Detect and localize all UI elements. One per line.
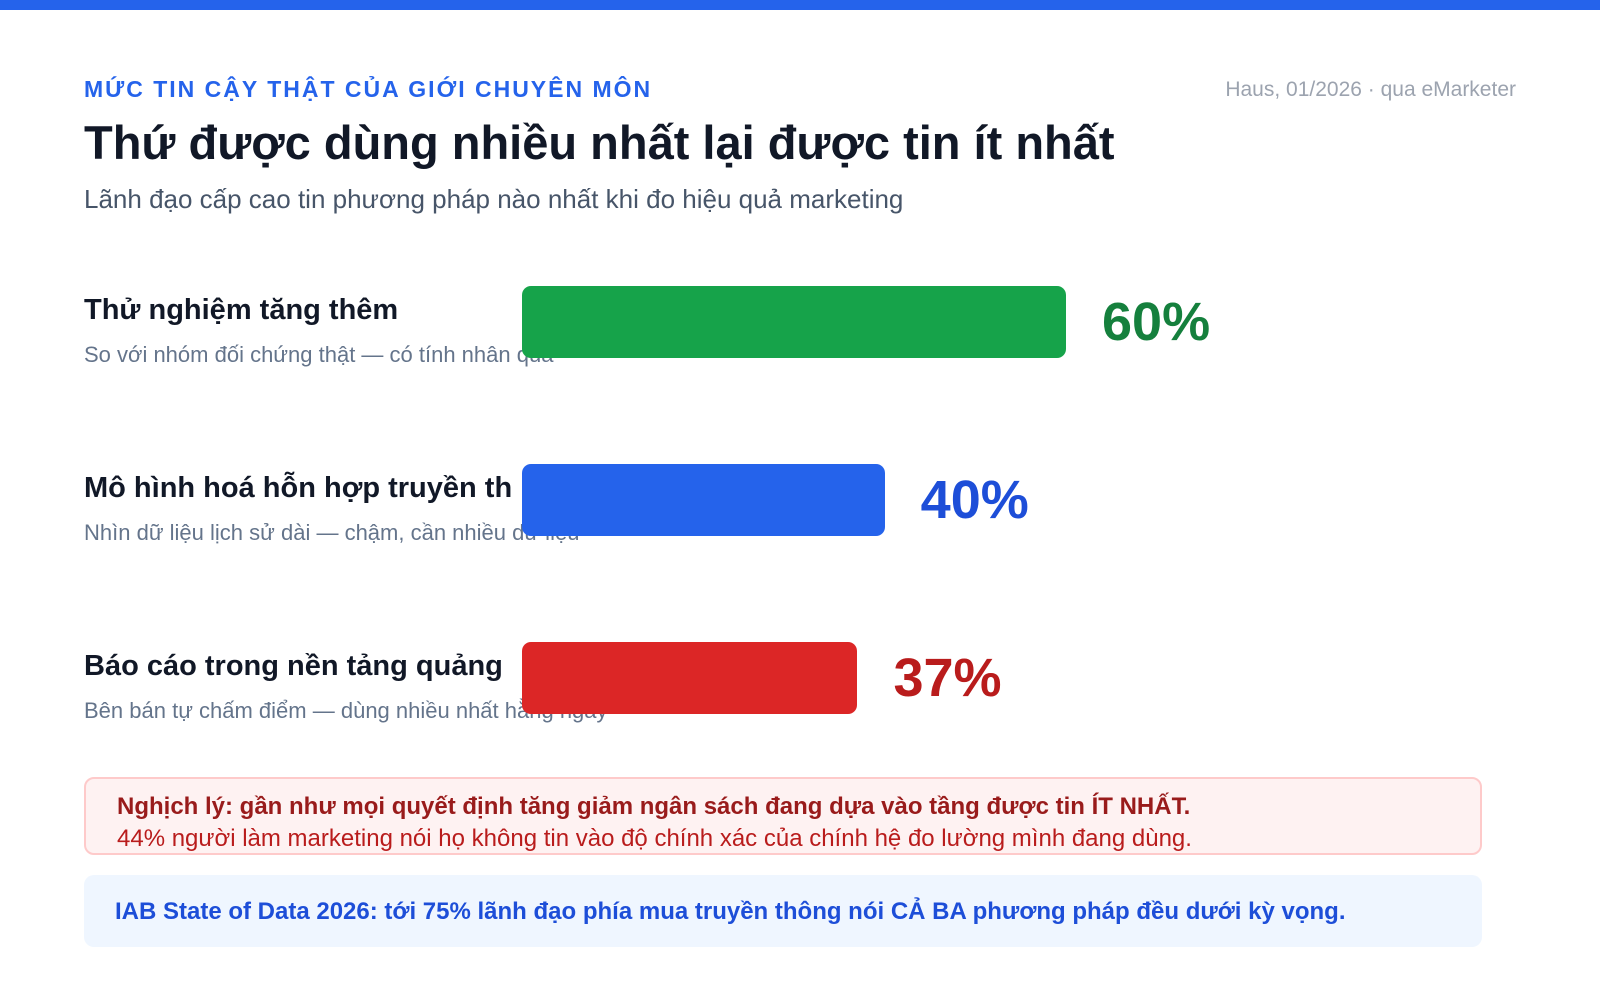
bar-category-sublabel: So với nhóm đối chứng thật — có tính nhâ… — [84, 342, 554, 367]
bar — [522, 642, 858, 714]
iab-note: IAB State of Data 2026: tới 75% lãnh đạo… — [115, 898, 1346, 925]
paradox-callout: Nghịch lý: gần như mọi quyết định tăng g… — [84, 777, 1482, 855]
bar-value-label: 37% — [893, 648, 1002, 708]
bar-category-label: Mô hình hoá hỗn hợp truyền th — [84, 472, 513, 504]
bar — [522, 286, 1066, 358]
top-accent-bar — [0, 0, 1600, 10]
bar-row: Mô hình hoá hỗn hợp truyền th Nhìn dữ li… — [0, 464, 1600, 572]
bar — [522, 464, 885, 536]
bar-value-label: 60% — [1102, 292, 1211, 352]
paradox-body: 44% người làm marketing nói họ không tin… — [117, 825, 1192, 852]
bar-value-label: 40% — [920, 470, 1029, 530]
bar-category-sublabel: Bên bán tự chấm điểm — dùng nhiều nhất h… — [84, 698, 608, 723]
bar-category-label: Thử nghiệm tăng thêm — [84, 294, 399, 326]
chart-subtitle: Lãnh đạo cấp cao tin phương pháp nào nhấ… — [84, 184, 904, 214]
source-note: Haus, 01/2026 · qua eMarketer — [1225, 78, 1516, 101]
bar-category-sublabel: Nhìn dữ liệu lịch sử dài — chậm, cần nhi… — [84, 520, 580, 545]
chart-title: Thứ được dùng nhiều nhất lại được tin ít… — [84, 116, 1115, 169]
paradox-title: Nghịch lý: gần như mọi quyết định tăng g… — [117, 793, 1191, 820]
iab-callout: IAB State of Data 2026: tới 75% lãnh đạo… — [84, 875, 1482, 947]
bar-row: Báo cáo trong nền tảng quảng Bên bán tự … — [0, 642, 1600, 750]
bar-category-label: Báo cáo trong nền tảng quảng — [84, 650, 503, 682]
bar-row: Thử nghiệm tăng thêm So với nhóm đối chứ… — [0, 286, 1600, 394]
kicker-label: MỨC TIN CẬY THẬT CỦA GIỚI CHUYÊN MÔN — [84, 76, 653, 102]
